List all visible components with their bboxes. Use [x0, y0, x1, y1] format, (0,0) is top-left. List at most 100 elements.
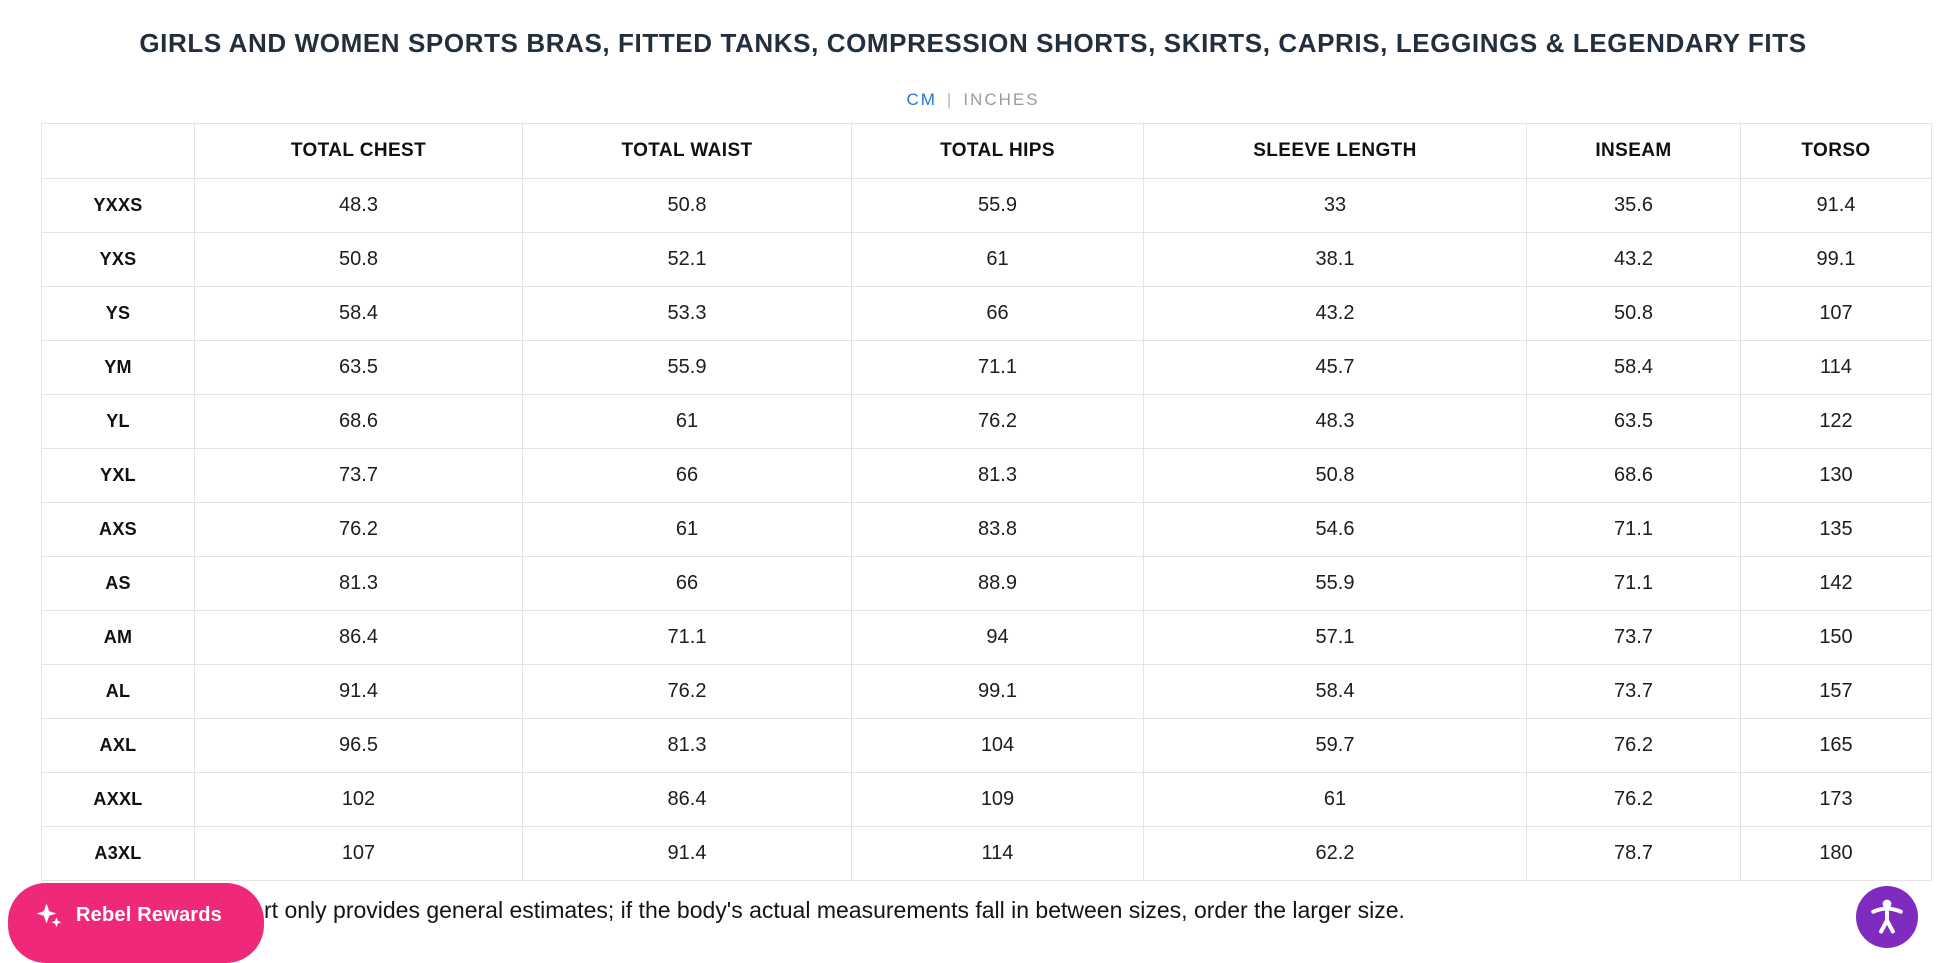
- table-row: YXS 50.8 52.1 61 38.1 43.2 99.1: [41, 232, 1932, 287]
- size-label: AXL: [41, 718, 195, 773]
- size-label: A3XL: [41, 826, 195, 881]
- measurement-cell: 83.8: [851, 502, 1144, 557]
- measurement-cell: 71.1: [851, 340, 1144, 395]
- size-chart-note: rt only provides general estimates; if t…: [264, 897, 1405, 923]
- table-row: AS 81.3 66 88.9 55.9 71.1 142: [41, 556, 1932, 611]
- size-label: YL: [41, 394, 195, 449]
- unit-toggle: CM | INCHES: [0, 90, 1946, 110]
- size-label: YS: [41, 286, 195, 341]
- unit-toggle-cm[interactable]: CM: [906, 90, 937, 109]
- size-label: YXXS: [41, 178, 195, 233]
- measurement-cell: 58.4: [1526, 340, 1741, 395]
- measurement-column-header: SLEEVE LENGTH: [1143, 123, 1527, 179]
- measurement-cell: 142: [1740, 556, 1932, 611]
- rewards-button-label: Rebel Rewards: [76, 904, 222, 926]
- size-chart-table: TOTAL CHEST TOTAL WAIST TOTAL HIPS SLEEVE L…: [41, 123, 1932, 881]
- measurement-cell: 109: [851, 772, 1144, 827]
- size-label: YXL: [41, 448, 195, 503]
- measurement-cell: 180: [1740, 826, 1932, 881]
- measurement-cell: 50.8: [522, 178, 852, 233]
- table-row: AXL 96.5 81.3 104 59.7 76.2 165: [41, 718, 1932, 773]
- measurement-cell: 55.9: [522, 340, 852, 395]
- measurement-cell: 91.4: [194, 664, 523, 719]
- measurement-column-header: TORSO: [1740, 123, 1932, 179]
- measurement-cell: 81.3: [851, 448, 1144, 503]
- measurement-cell: 130: [1740, 448, 1932, 503]
- accessibility-person-icon: [1865, 893, 1909, 942]
- table-header-row: TOTAL CHEST TOTAL WAIST TOTAL HIPS SLEEVE L…: [41, 123, 1932, 179]
- table-row: AXS 76.2 61 83.8 54.6 71.1 135: [41, 502, 1932, 557]
- unit-toggle-divider: |: [946, 90, 954, 109]
- size-label: AXS: [41, 502, 195, 557]
- rewards-star-icon: [34, 901, 64, 931]
- measurement-column-header: TOTAL WAIST: [522, 123, 852, 179]
- measurement-cell: 35.6: [1526, 178, 1741, 233]
- measurement-cell: 99.1: [851, 664, 1144, 719]
- measurement-cell: 81.3: [522, 718, 852, 773]
- measurement-cell: 55.9: [851, 178, 1144, 233]
- measurement-cell: 81.3: [194, 556, 523, 611]
- measurement-cell: 61: [1143, 772, 1527, 827]
- measurement-column-header: TOTAL HIPS: [851, 123, 1144, 179]
- measurement-cell: 68.6: [194, 394, 523, 449]
- measurement-cell: 54.6: [1143, 502, 1527, 557]
- table-row: YXL 73.7 66 81.3 50.8 68.6 130: [41, 448, 1932, 503]
- size-label: AXXL: [41, 772, 195, 827]
- measurement-cell: 66: [522, 556, 852, 611]
- measurement-cell: 50.8: [1526, 286, 1741, 341]
- table-row: AM 86.4 71.1 94 57.1 73.7 150: [41, 610, 1932, 665]
- accessibility-widget-button[interactable]: [1856, 886, 1918, 948]
- table-row: AL 91.4 76.2 99.1 58.4 73.7 157: [41, 664, 1932, 719]
- measurement-cell: 66: [851, 286, 1144, 341]
- measurement-cell: 45.7: [1143, 340, 1527, 395]
- measurement-cell: 48.3: [194, 178, 523, 233]
- measurement-cell: 88.9: [851, 556, 1144, 611]
- table-row: YL 68.6 61 76.2 48.3 63.5 122: [41, 394, 1932, 449]
- measurement-cell: 61: [851, 232, 1144, 287]
- measurement-cell: 58.4: [1143, 664, 1527, 719]
- measurement-cell: 102: [194, 772, 523, 827]
- size-column-header: [41, 123, 195, 179]
- table-row: A3XL 107 91.4 114 62.2 78.7 180: [41, 826, 1932, 881]
- measurement-cell: 63.5: [194, 340, 523, 395]
- measurement-cell: 94: [851, 610, 1144, 665]
- measurement-cell: 76.2: [194, 502, 523, 557]
- measurement-cell: 104: [851, 718, 1144, 773]
- measurement-cell: 43.2: [1526, 232, 1741, 287]
- size-label: YM: [41, 340, 195, 395]
- table-row: YM 63.5 55.9 71.1 45.7 58.4 114: [41, 340, 1932, 395]
- measurement-cell: 50.8: [1143, 448, 1527, 503]
- measurement-cell: 76.2: [851, 394, 1144, 449]
- measurement-cell: 63.5: [1526, 394, 1741, 449]
- measurement-cell: 33: [1143, 178, 1527, 233]
- measurement-cell: 114: [1740, 340, 1932, 395]
- measurement-cell: 71.1: [1526, 502, 1741, 557]
- measurement-cell: 91.4: [522, 826, 852, 881]
- page-title: GIRLS AND WOMEN SPORTS BRAS, FITTED TANK…: [139, 28, 1807, 58]
- measurement-cell: 99.1: [1740, 232, 1932, 287]
- measurement-cell: 43.2: [1143, 286, 1527, 341]
- measurement-cell: 96.5: [194, 718, 523, 773]
- measurement-cell: 73.7: [1526, 664, 1741, 719]
- measurement-cell: 122: [1740, 394, 1932, 449]
- measurement-cell: 107: [194, 826, 523, 881]
- measurement-cell: 73.7: [194, 448, 523, 503]
- measurement-cell: 135: [1740, 502, 1932, 557]
- measurement-cell: 76.2: [522, 664, 852, 719]
- measurement-cell: 59.7: [1143, 718, 1527, 773]
- measurement-cell: 114: [851, 826, 1144, 881]
- measurement-cell: 71.1: [1526, 556, 1741, 611]
- measurement-cell: 91.4: [1740, 178, 1932, 233]
- measurement-cell: 61: [522, 394, 852, 449]
- unit-toggle-inches[interactable]: INCHES: [963, 90, 1040, 109]
- measurement-cell: 52.1: [522, 232, 852, 287]
- table-row: YS 58.4 53.3 66 43.2 50.8 107: [41, 286, 1932, 341]
- measurement-cell: 55.9: [1143, 556, 1527, 611]
- measurement-cell: 78.7: [1526, 826, 1741, 881]
- measurement-cell: 50.8: [194, 232, 523, 287]
- size-label: YXS: [41, 232, 195, 287]
- measurement-cell: 76.2: [1526, 718, 1741, 773]
- measurement-cell: 86.4: [194, 610, 523, 665]
- measurement-cell: 53.3: [522, 286, 852, 341]
- rebel-rewards-button[interactable]: Rebel Rewards: [8, 883, 264, 963]
